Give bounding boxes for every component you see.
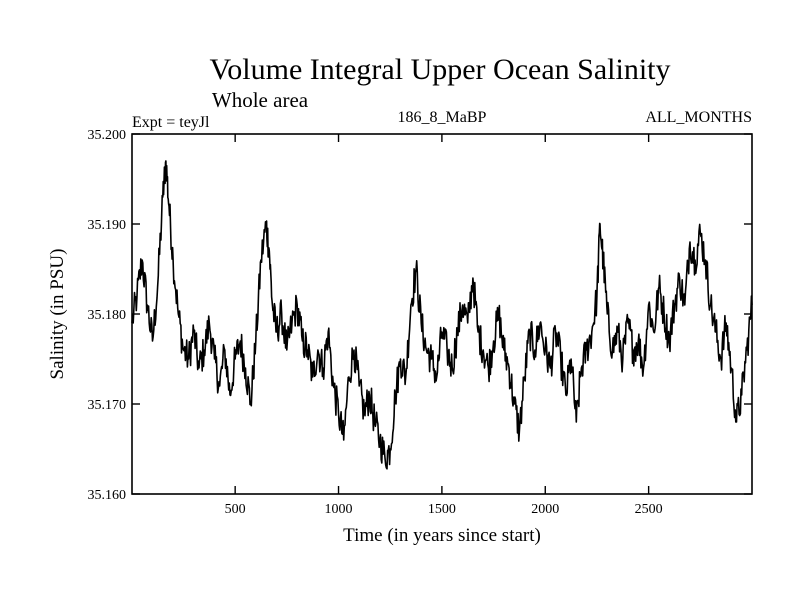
x-tick-label: 2000 xyxy=(531,502,559,517)
y-tick-label: 35.190 xyxy=(88,218,127,233)
salinity-series-line xyxy=(131,160,753,470)
y-axis-title: Salinity (in PSU) xyxy=(47,249,68,380)
x-tick-label: 2500 xyxy=(635,502,663,517)
period-label: ALL_MONTHS xyxy=(645,109,752,126)
x-axis-title: Time (in years since start) xyxy=(343,525,541,546)
run-id-label: 186_8_MaBP xyxy=(398,109,487,126)
experiment-label: Expt = teyJl xyxy=(132,114,210,131)
x-tick-label: 500 xyxy=(225,502,246,517)
y-tick-label: 35.200 xyxy=(88,128,127,143)
plot-frame xyxy=(131,133,753,495)
x-tick-label: 1000 xyxy=(325,502,353,517)
chart-title: Volume Integral Upper Ocean Salinity xyxy=(210,53,671,86)
chart-subtitle: Whole area xyxy=(212,88,309,112)
y-axis-ticks: 35.160 35.170 35.180 35.190 35.200 xyxy=(88,128,752,503)
y-tick-label: 35.170 xyxy=(88,398,127,413)
x-axis-ticks: 500 1000 1500 2000 2500 xyxy=(225,134,663,517)
x-tick-label: 1500 xyxy=(428,502,456,517)
y-tick-label: 35.180 xyxy=(88,308,127,323)
y-tick-label: 35.160 xyxy=(88,488,127,503)
